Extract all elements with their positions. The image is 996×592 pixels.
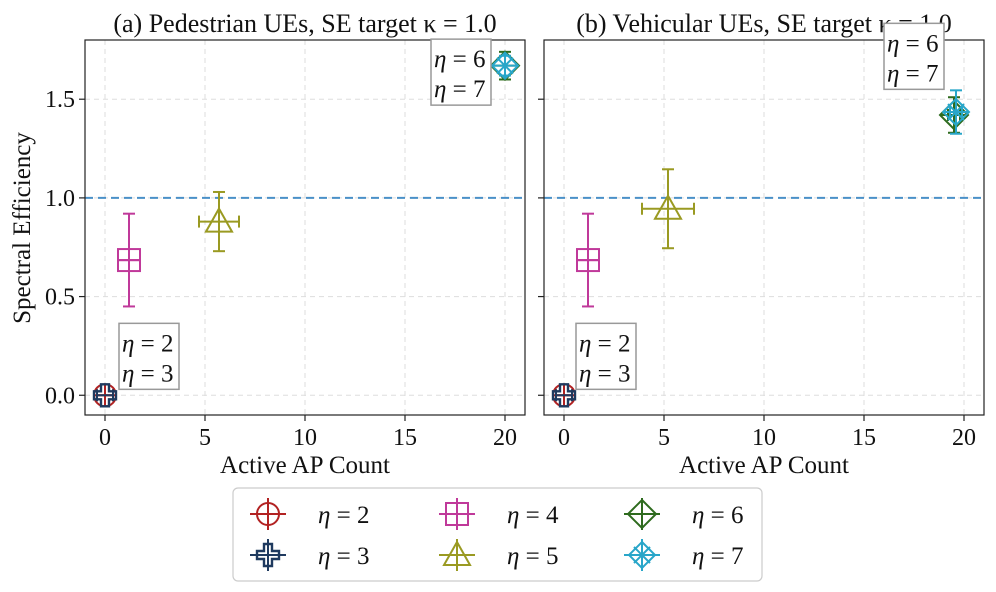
- legend-label: η = 6: [692, 502, 744, 529]
- x-tick-label: 20: [493, 425, 517, 451]
- x-tick-label: 10: [752, 425, 776, 451]
- annotation-text: η = 2: [579, 330, 631, 357]
- y-tick-label: 1.0: [45, 186, 75, 212]
- legend-label: η = 5: [507, 543, 559, 570]
- x-axis-label: Active AP Count: [679, 452, 849, 479]
- legend-marker: [256, 502, 280, 526]
- data-point-eta-5: [198, 190, 240, 253]
- data-point-eta-5: [641, 168, 695, 250]
- legend-label: η = 7: [692, 543, 744, 570]
- legend-label: η = 2: [318, 502, 370, 529]
- marker-thick-plus: [92, 383, 118, 408]
- legend-item: η = 3: [250, 539, 370, 571]
- legend: η = 2 η = 3 η = 4 η = 5 η = 6 η = 7: [232, 487, 763, 582]
- legend-marker: [626, 498, 658, 530]
- data-point-eta-3: [551, 383, 577, 408]
- annotation-text: η = 6: [887, 30, 939, 57]
- panel-a: (a) Pedestrian UEs, SE target κ = 1.0 0 5 1…: [45, 9, 526, 479]
- y-tick-label: 0.5: [45, 285, 75, 311]
- annotation-box: η = 6 η = 7: [430, 38, 492, 106]
- annotation-box: η = 6 η = 7: [883, 22, 945, 91]
- legend-item: η = 4: [439, 498, 559, 530]
- data-point-eta-7: [941, 89, 971, 135]
- y-axis-label: Spectral Efficiency: [9, 132, 36, 324]
- marker-triangle: [653, 193, 683, 220]
- y-tick-label: 0.0: [45, 383, 75, 409]
- panel-b: (b) Vehicular UEs, SE target κ = 1.00 5 10…: [538, 9, 985, 479]
- x-axis-label: Active AP Count: [220, 452, 390, 479]
- x-tick-label: 20: [952, 425, 976, 451]
- data-point-eta-4: [576, 212, 600, 308]
- annotation-frame: [430, 38, 492, 106]
- annotation-text: η = 7: [887, 60, 939, 87]
- annotation-box: η = 2 η = 3: [575, 322, 637, 391]
- x-tick-label: 5: [658, 425, 670, 451]
- annotation-text: η = 3: [122, 360, 174, 387]
- annotation-text: η = 2: [122, 330, 174, 357]
- marker-triangle: [204, 206, 234, 233]
- x-tick-label: 5: [199, 425, 211, 451]
- annotation-text: η = 6: [434, 46, 486, 73]
- legend-item: η = 2: [250, 498, 370, 530]
- annotation-frame: [883, 22, 945, 91]
- legend-item: η = 6: [624, 498, 744, 530]
- legend-marker: [255, 542, 281, 568]
- x-tick-label: 0: [558, 425, 570, 451]
- legend-item: η = 5: [439, 539, 559, 571]
- data-point-eta-3: [92, 383, 118, 408]
- marker-square-plus: [576, 248, 600, 273]
- legend-label: η = 4: [507, 502, 559, 529]
- annotation-frame: [575, 322, 637, 391]
- legend-frame: [232, 487, 763, 582]
- x-tick-label: 10: [293, 425, 317, 451]
- annotation-frame: [118, 322, 180, 391]
- marker-snowflake: [490, 51, 520, 81]
- annotation-box: η = 2 η = 3: [118, 322, 180, 391]
- marker-thick-plus: [551, 383, 577, 408]
- data-point-eta-7: [490, 51, 520, 81]
- legend-label: η = 3: [318, 543, 370, 570]
- x-tick-label: 15: [393, 425, 417, 451]
- x-tick-label: 15: [852, 425, 876, 451]
- annotation-text: η = 3: [579, 360, 631, 387]
- marker-square-plus: [117, 248, 141, 273]
- legend-marker: [627, 540, 657, 570]
- panel-title: (a) Pedestrian UEs, SE target κ = 1.0: [113, 9, 496, 38]
- annotation-text: η = 7: [434, 76, 486, 103]
- marker-snowflake: [941, 97, 971, 127]
- legend-marker: [445, 502, 469, 526]
- legend-marker: [442, 539, 472, 566]
- y-tick-label: 1.5: [45, 87, 75, 113]
- data-point-eta-4: [117, 212, 141, 308]
- x-tick-label: 0: [99, 425, 111, 451]
- legend-item: η = 7: [624, 539, 744, 571]
